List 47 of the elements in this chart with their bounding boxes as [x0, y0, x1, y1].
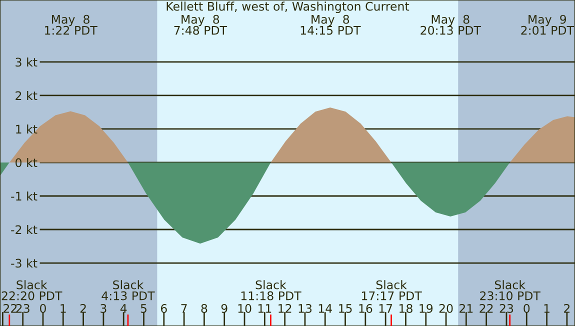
x-tick-label: 12	[278, 304, 292, 313]
annotation: Slack 11:18 PDT	[241, 280, 302, 300]
x-tick-label: 13	[298, 304, 312, 313]
x-tick-label: 22	[480, 304, 493, 313]
x-tick-label: 5	[140, 304, 146, 313]
x-tick-label: 10	[238, 304, 252, 313]
x-tick-label: 17	[379, 304, 392, 313]
annotation: May 8 7:48 PDT	[174, 14, 228, 35]
x-tick-label: 15	[339, 304, 352, 313]
annotation: May 8 14:15 PDT	[300, 14, 361, 35]
x-tick-label: 0	[40, 304, 46, 313]
y-tick-label: 3 kt	[16, 58, 38, 67]
x-tick-label: 19	[420, 304, 433, 313]
annotation: May 8 1:22 PDT	[44, 14, 98, 35]
x-tick-label: 9	[221, 304, 228, 313]
x-tick-label: 23	[500, 304, 514, 313]
x-tick-label: 7	[181, 304, 187, 313]
x-tick-label: 3	[100, 304, 106, 313]
x-tick-label: 18	[400, 304, 412, 313]
y-tick-label: 2 kt	[16, 91, 38, 100]
x-tick-label: 0	[524, 304, 530, 313]
x-tick-label: 1	[60, 304, 66, 313]
x-tick-label: 2	[80, 304, 86, 313]
x-tick-label: 21	[460, 304, 473, 313]
y-tick-label: -3 kt	[11, 258, 38, 268]
y-tick-label: 0 kt	[16, 158, 38, 168]
x-tick-label: 20	[439, 304, 453, 313]
chart-title: Kellett Bluff, west of, Washington Current	[166, 2, 410, 14]
annotation: May 8 20:13 PDT	[420, 14, 482, 35]
x-tick-label: 2	[564, 304, 570, 313]
annotation: Slack 22:20 PDT	[2, 280, 62, 300]
annotation: May 9 2:01 PDT	[521, 14, 574, 35]
x-tick-label: 1	[544, 304, 550, 313]
x-tick-label: 16	[359, 304, 372, 313]
x-tick-label: 4	[120, 304, 127, 313]
x-tick-label: 11	[258, 304, 272, 313]
y-tick-label: -1 kt	[11, 192, 38, 200]
annotation: Slack 4:13 PDT	[102, 280, 155, 300]
annotation: Slack 17:17 PDT	[362, 280, 422, 300]
y-tick-label: 1 kt	[16, 124, 38, 134]
x-tick-label: 22	[4, 304, 17, 313]
annotation: Slack 23:10 PDT	[480, 280, 540, 300]
x-tick-label: 14	[318, 304, 332, 313]
x-tick-label: 23	[16, 304, 30, 313]
x-tick-label: 8	[201, 304, 208, 313]
x-tick-label: 6	[160, 304, 167, 313]
y-tick-label: -2 kt	[11, 225, 38, 234]
